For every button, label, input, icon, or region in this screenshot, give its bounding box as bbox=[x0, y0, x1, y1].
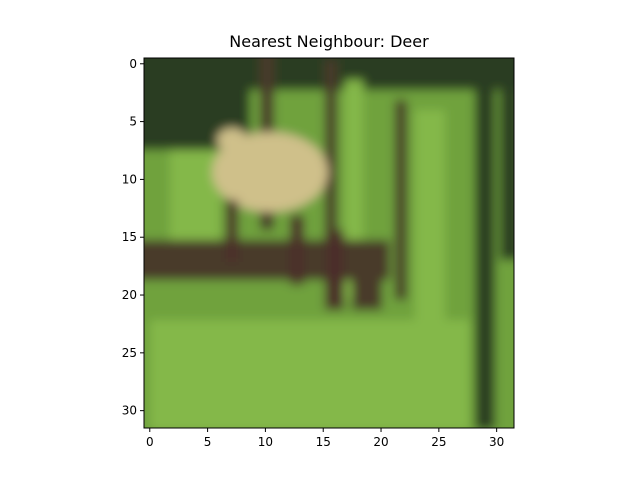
x-tick-label: 25 bbox=[431, 435, 446, 449]
y-tick-label: 25 bbox=[122, 346, 137, 360]
axes-frame bbox=[143, 57, 515, 429]
y-tick-label: 30 bbox=[122, 404, 137, 418]
x-tick-label: 5 bbox=[204, 435, 212, 449]
y-tick-label: 5 bbox=[129, 115, 137, 129]
deer-image bbox=[144, 58, 514, 428]
x-tick-label: 20 bbox=[373, 435, 388, 449]
y-tick-label: 20 bbox=[122, 288, 137, 302]
y-tick-label: 0 bbox=[129, 57, 137, 71]
figure-title: Nearest Neighbour: Deer bbox=[229, 32, 429, 51]
x-tick-label: 15 bbox=[316, 435, 331, 449]
x-tick-label: 0 bbox=[146, 435, 154, 449]
y-tick-label: 15 bbox=[122, 230, 137, 244]
y-tick-label: 10 bbox=[122, 172, 137, 186]
x-tick-label: 30 bbox=[489, 435, 504, 449]
x-tick-label: 10 bbox=[258, 435, 273, 449]
